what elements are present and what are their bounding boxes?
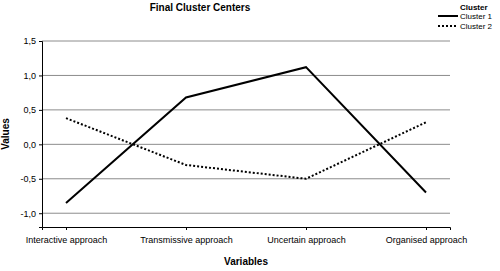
x-tick: Uncertain approach (267, 227, 346, 245)
x-axis: Interactive approach Transmissive approac… (26, 227, 468, 245)
legend-label: Cluster 1 (460, 12, 493, 21)
x-tick: Interactive approach (26, 227, 108, 245)
x-tick-label: Organised approach (386, 235, 468, 245)
chart: -1,0 -0,5 0,0 0,5 1,0 1,5 Interactive approach… (0, 0, 500, 271)
grid (42, 41, 450, 213)
legend-swatch (438, 15, 458, 17)
x-tick-label: Transmissive approach (140, 235, 233, 245)
y-tick-mark (39, 41, 42, 42)
x-tick: Organised approach (386, 227, 468, 245)
y-tick: 1,0 (23, 71, 42, 81)
y-tick: 1,5 (23, 36, 42, 46)
y-tick: -0,5 (20, 174, 42, 184)
grid-line (42, 109, 450, 110)
y-tick-label: 1,5 (23, 36, 36, 46)
y-tick-mark (39, 75, 42, 76)
plot-area (66, 67, 426, 203)
x-tick-label: Uncertain approach (267, 235, 346, 245)
y-tick-label: 0,0 (23, 140, 36, 150)
grid-line (42, 41, 450, 42)
y-tick-label: -0,5 (20, 174, 36, 184)
y-tick-mark (39, 213, 42, 214)
y-tick: -1,0 (20, 209, 42, 219)
x-tick-mark (186, 227, 187, 230)
y-tick-mark (39, 179, 42, 180)
y-tick: 0,5 (23, 105, 42, 115)
y-axis: -1,0 -0,5 0,0 0,5 1,0 1,5 (20, 36, 42, 227)
grid-line (42, 75, 450, 76)
y-tick-label: 1,0 (23, 71, 36, 81)
y-axis-line (39, 42, 43, 228)
grid-line (42, 178, 450, 179)
chart-title: Final Cluster Centers (150, 2, 251, 13)
grid-line (42, 213, 450, 214)
y-axis-title: Values (0, 118, 11, 150)
grid-line (42, 144, 450, 145)
legend-label: Cluster 2 (460, 22, 493, 31)
series-line (66, 118, 426, 179)
y-tick-label: -1,0 (20, 209, 36, 219)
x-axis-title: Variables (224, 256, 268, 267)
x-axis-line (43, 228, 451, 231)
x-tick-mark (426, 227, 427, 230)
x-tick: Transmissive approach (140, 227, 233, 245)
y-tick-mark (39, 110, 42, 111)
x-tick-mark (66, 227, 67, 230)
x-tick-label: Interactive approach (26, 235, 108, 245)
legend-swatch (438, 25, 458, 27)
y-tick: 0,0 (23, 140, 42, 150)
y-tick-label: 0,5 (23, 105, 36, 115)
legend: ClusterCluster 1Cluster 2 (438, 3, 493, 31)
series-line (66, 67, 426, 203)
y-tick-mark (39, 144, 42, 145)
x-tick-mark (306, 227, 307, 230)
legend-title: Cluster (460, 3, 488, 12)
